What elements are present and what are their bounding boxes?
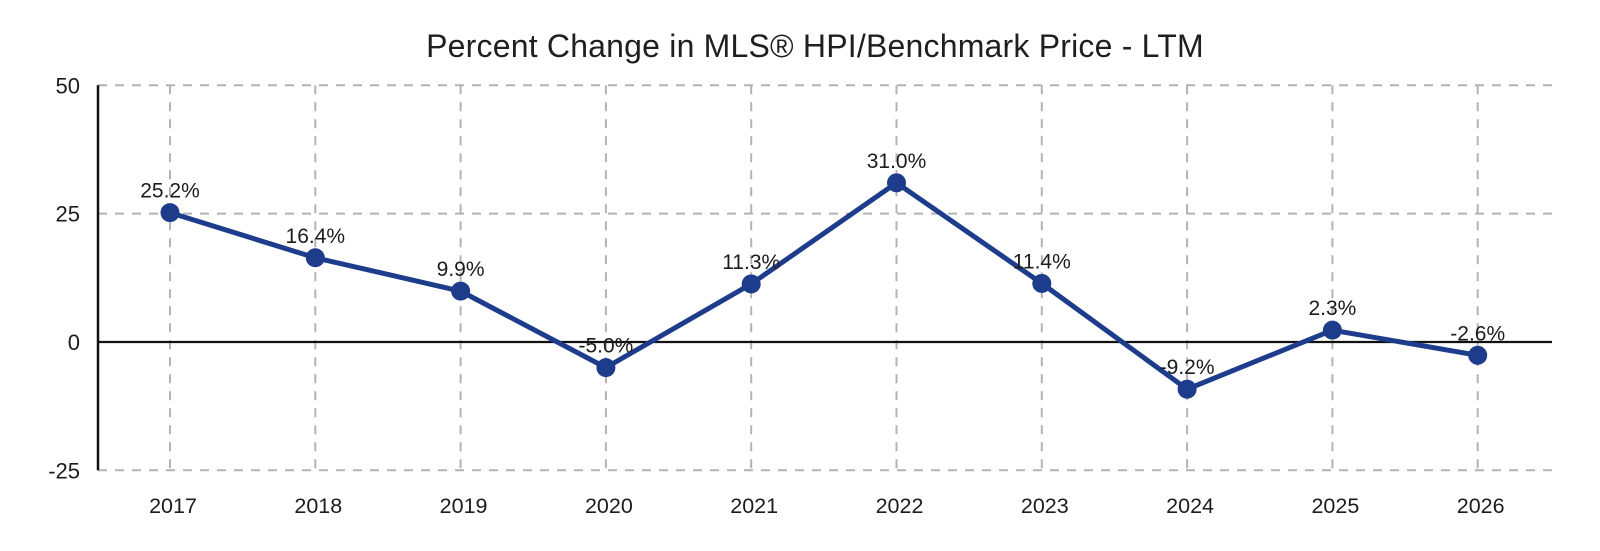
data-point-marker [160,203,180,223]
x-tick-label: 2022 [876,494,924,518]
data-point-label: 16.4% [286,225,346,248]
data-point-label: -2.6% [1450,322,1505,345]
data-point-label: 11.4% [1013,250,1071,273]
x-tick-label: 2025 [1311,494,1359,518]
data-point-marker [887,173,906,193]
x-tick-label: 2019 [440,494,488,518]
x-tick-label: 2024 [1166,494,1214,518]
x-tick-label: 2023 [1021,494,1069,518]
data-point-marker [596,358,616,378]
x-tick-label: 2020 [585,494,633,518]
data-point-label: -9.2% [1160,356,1215,379]
chart-title: Percent Change in MLS® HPI/Benchmark Pri… [426,28,1204,64]
x-tick-label: 2021 [730,494,778,518]
data-point-label: 11.3% [722,251,780,274]
data-point-label: 25.2% [140,180,200,203]
data-point-label: -5.0% [578,335,633,358]
data-point-label: 2.3% [1308,297,1356,320]
data-point-label: 31.0% [867,150,927,173]
data-point-marker [1322,320,1342,340]
y-tick-label: 0 [68,330,80,355]
data-point-marker [451,281,471,301]
y-tick-label: 25 [56,202,80,227]
data-point-marker [1468,345,1488,365]
data-point-marker [741,274,761,294]
data-point-marker [1032,273,1052,293]
data-point-marker [1177,379,1197,399]
series-line [167,180,1481,392]
data-point-label: 9.9% [437,258,485,281]
data-point-marker [305,248,325,268]
y-tick-label: -25 [48,458,80,483]
y-tick-label: 50 [56,73,80,98]
x-tick-label: 2026 [1457,494,1505,518]
x-tick-label: 2018 [294,494,342,518]
x-tick-label: 2017 [149,494,197,518]
